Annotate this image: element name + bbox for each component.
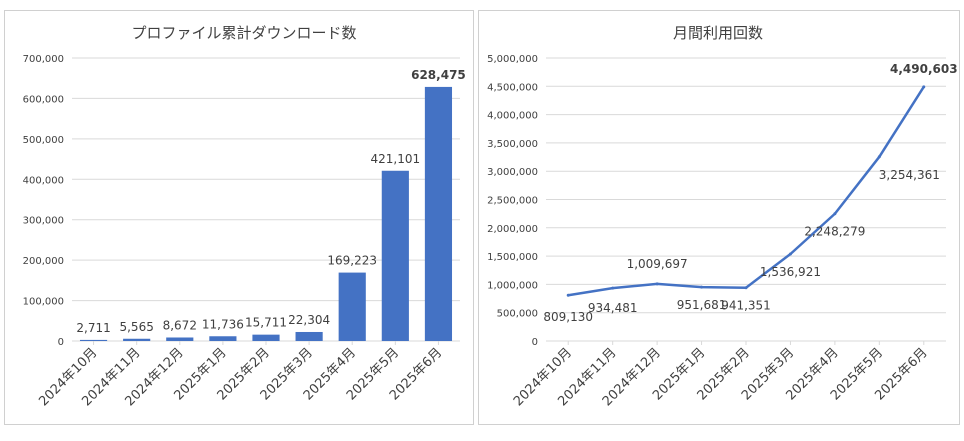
bar xyxy=(338,272,366,341)
data-point xyxy=(788,252,792,256)
y-tick-label: 4,000,000 xyxy=(487,111,538,122)
data-label: 1,009,697 xyxy=(627,257,688,271)
y-tick-label: 5,000,000 xyxy=(487,54,538,65)
bar xyxy=(295,331,323,341)
data-label: 2,711 xyxy=(76,321,110,335)
data-label: 1,536,921 xyxy=(760,265,821,279)
data-label: 951,681 xyxy=(677,298,727,312)
y-tick-label: 100,000 xyxy=(23,297,64,308)
y-tick-label: 1,500,000 xyxy=(487,252,538,263)
bar xyxy=(166,337,194,341)
data-point xyxy=(877,155,881,159)
data-point xyxy=(611,286,615,290)
data-label: 5,565 xyxy=(119,320,153,334)
y-tick-label: 500,000 xyxy=(23,135,64,146)
data-point xyxy=(566,293,570,297)
chart-frame xyxy=(478,10,960,425)
bar xyxy=(381,170,409,341)
y-tick-label: 1,000,000 xyxy=(487,280,538,291)
data-label: 8,672 xyxy=(163,318,197,332)
y-tick-label: 4,500,000 xyxy=(487,82,538,93)
data-label: 421,101 xyxy=(371,152,421,166)
data-point xyxy=(833,212,837,216)
chart-title: 月間利用回数 xyxy=(673,24,763,42)
y-axis: 0 500,000 1,000,000 1,500,000 2,000,000 2,500… xyxy=(487,54,946,348)
y-tick-label: 2,500,000 xyxy=(487,196,538,207)
data-label: 628,475 xyxy=(411,68,466,82)
y-tick-label: 0 xyxy=(58,337,64,348)
y-tick-label: 0 xyxy=(532,337,538,348)
y-tick-label: 700,000 xyxy=(23,54,64,65)
data-label: 2,248,279 xyxy=(804,225,865,239)
data-label: 934,481 xyxy=(588,301,638,315)
data-label: 3,254,361 xyxy=(879,168,940,182)
bar xyxy=(79,339,108,341)
y-tick-label: 500,000 xyxy=(497,309,538,320)
data-label: 4,490,603 xyxy=(890,62,958,76)
downloads-bar-chart: プロファイル累計ダウンロード数 0 100,000 200,000 300,000 40… xyxy=(4,10,474,425)
bar xyxy=(209,336,237,341)
data-label: 809,130 xyxy=(543,310,593,324)
y-tick-label: 300,000 xyxy=(23,216,64,227)
data-point xyxy=(655,282,659,286)
monthly-usage-line-chart: 月間利用回数 0 500,000 1,000,000 1,500,000 2,000,0… xyxy=(478,10,960,425)
y-tick-label: 3,500,000 xyxy=(487,139,538,150)
data-point xyxy=(922,85,926,89)
y-tick-label: 3,000,000 xyxy=(487,167,538,178)
y-tick-label: 600,000 xyxy=(23,94,64,105)
y-tick-label: 2,000,000 xyxy=(487,224,538,235)
plot-area: 2,711 5,565 8,672 11,736 15,711 22,304 169,223… xyxy=(76,68,466,341)
data-label: 11,736 xyxy=(202,317,244,331)
bar xyxy=(252,334,280,341)
data-point xyxy=(744,286,748,290)
data-point xyxy=(700,285,704,289)
bar xyxy=(123,338,151,341)
data-label: 169,223 xyxy=(327,254,377,268)
data-label: 15,711 xyxy=(245,316,287,330)
data-label: 941,351 xyxy=(721,299,771,313)
chart-title: プロファイル累計ダウンロード数 xyxy=(131,24,356,42)
y-tick-label: 200,000 xyxy=(23,256,64,267)
bar xyxy=(424,86,453,341)
data-label: 22,304 xyxy=(288,313,330,327)
y-tick-label: 400,000 xyxy=(23,175,64,186)
